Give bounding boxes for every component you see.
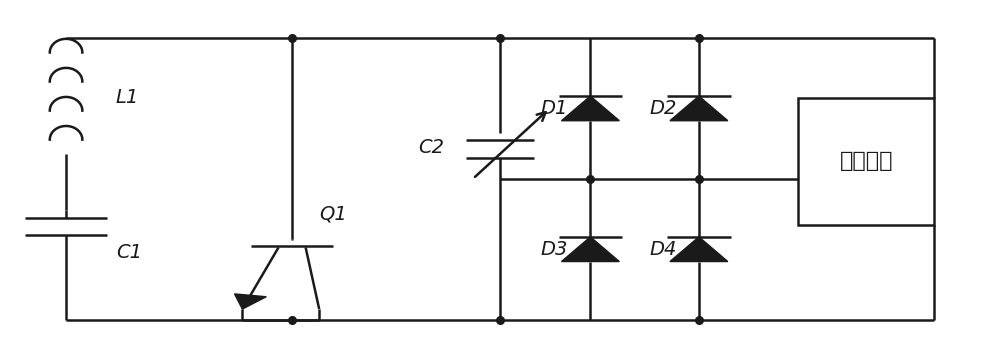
Text: Q1: Q1 <box>319 204 347 223</box>
Text: C2: C2 <box>419 138 445 157</box>
FancyBboxPatch shape <box>798 98 934 224</box>
Text: D3: D3 <box>541 240 568 259</box>
Text: L1: L1 <box>116 88 139 107</box>
Text: D1: D1 <box>541 99 568 118</box>
Text: D4: D4 <box>649 240 677 259</box>
Polygon shape <box>670 96 728 121</box>
Polygon shape <box>670 237 728 261</box>
Text: D2: D2 <box>649 99 677 118</box>
Polygon shape <box>235 294 266 309</box>
Text: C1: C1 <box>116 243 142 262</box>
Text: 充电电池: 充电电池 <box>839 151 893 171</box>
Polygon shape <box>561 237 619 261</box>
Polygon shape <box>561 96 619 121</box>
